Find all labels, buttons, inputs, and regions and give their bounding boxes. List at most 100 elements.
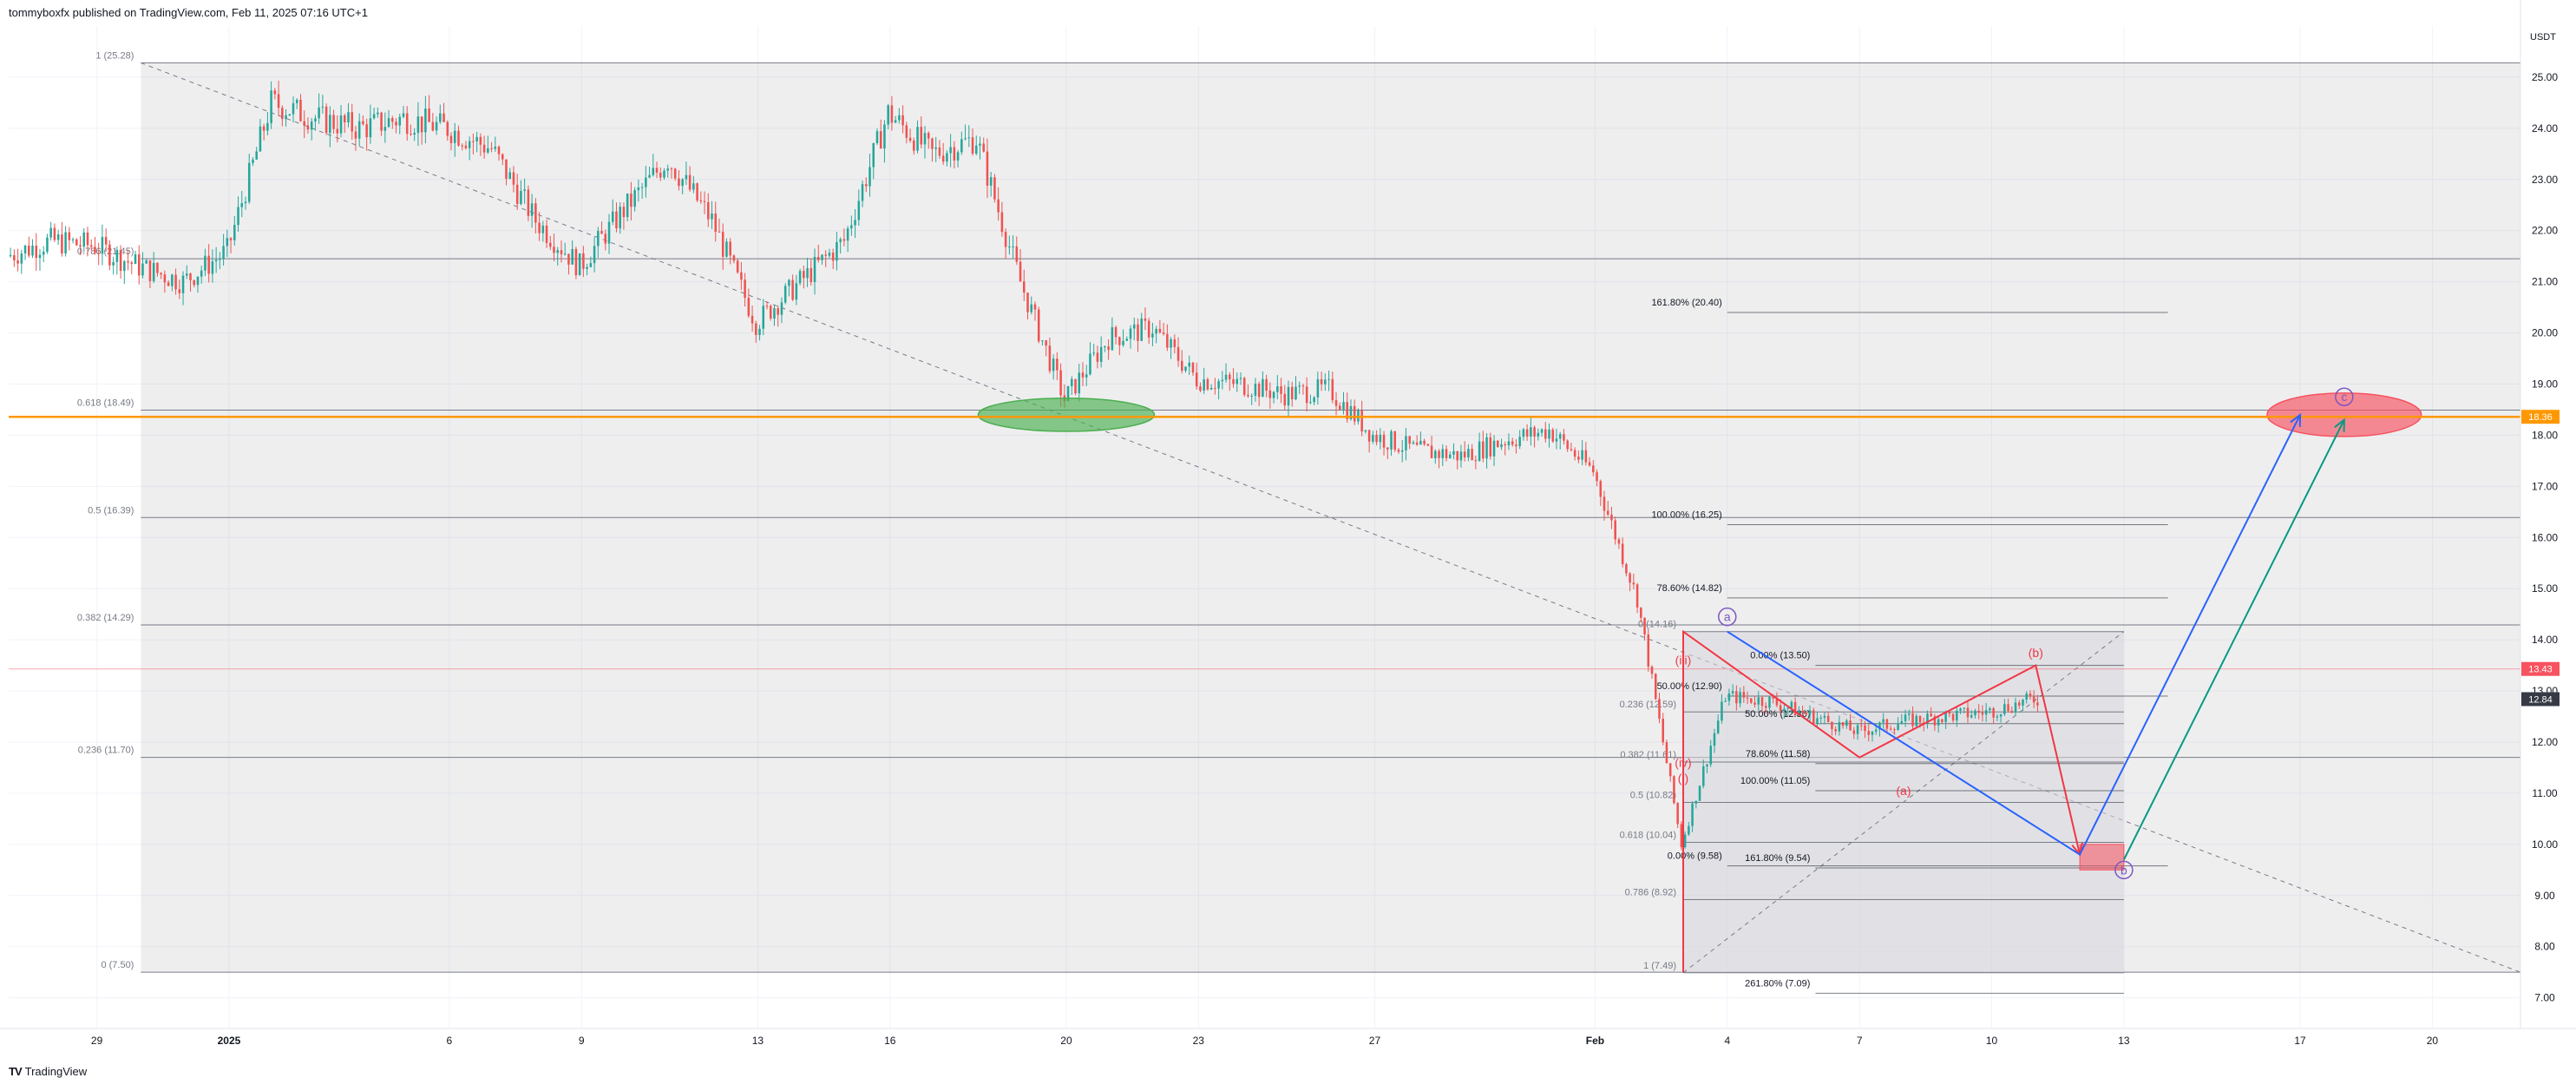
candle-body xyxy=(615,211,618,229)
candle-body xyxy=(530,203,534,216)
candle-body xyxy=(1324,379,1327,384)
candle-body xyxy=(1500,444,1503,448)
candle-body xyxy=(1342,402,1345,410)
candle-body xyxy=(1841,722,1845,726)
y-tick-label: 25.00 xyxy=(2532,71,2558,83)
candle-body xyxy=(292,102,295,115)
candle-body xyxy=(1346,402,1348,419)
candle-body xyxy=(527,189,530,216)
candle-body xyxy=(1716,720,1720,733)
candle-body xyxy=(1309,402,1312,404)
candle-body xyxy=(482,144,486,153)
candle-body xyxy=(1188,362,1191,367)
candle-body xyxy=(813,256,816,282)
candle-body xyxy=(1750,698,1753,703)
candle-body xyxy=(1492,440,1496,457)
candle-body xyxy=(949,147,952,154)
candle-body xyxy=(1217,381,1220,389)
candle-body xyxy=(1221,379,1224,382)
x-tick-label: 16 xyxy=(884,1035,896,1047)
fib-ext2-level-label: 50.00% (12.36) xyxy=(1745,709,1810,720)
candle-body xyxy=(1155,328,1157,334)
candle-body xyxy=(967,137,971,139)
candle-body xyxy=(1367,430,1371,442)
tradingview-logo-text: TradingView xyxy=(24,1065,88,1078)
candle-body xyxy=(1452,450,1455,455)
candle-body xyxy=(435,122,438,131)
candle-body xyxy=(1397,450,1400,452)
candle-body xyxy=(857,200,861,220)
wave-label: (iv) xyxy=(1675,756,1691,770)
candle-body xyxy=(167,282,170,286)
candle-body xyxy=(1078,372,1081,394)
candle-body xyxy=(442,113,445,122)
candle-body xyxy=(1276,385,1279,392)
candle-body xyxy=(1775,698,1779,706)
candle-body xyxy=(1229,374,1231,379)
candle-body xyxy=(1999,713,2002,717)
candle-body xyxy=(1533,427,1536,437)
candle-body xyxy=(729,241,731,256)
candle-body xyxy=(449,135,453,143)
fib-small-trendline xyxy=(1682,631,2125,974)
candle-body xyxy=(993,177,996,200)
candle-body xyxy=(1052,358,1055,371)
candle-body xyxy=(395,122,397,126)
candle-body xyxy=(1548,429,1550,439)
candle-body xyxy=(777,308,779,315)
candle-body xyxy=(630,193,633,207)
candle-body xyxy=(344,115,346,123)
candle-body xyxy=(1265,378,1268,391)
candle-body xyxy=(549,242,552,247)
x-tick-label: 17 xyxy=(2294,1035,2306,1047)
candle-body xyxy=(1287,386,1290,406)
candle-body xyxy=(1948,712,1951,714)
candle-body xyxy=(1147,320,1150,338)
candle-body xyxy=(2022,699,2024,706)
candle-body xyxy=(163,274,167,283)
tradingview-footer[interactable]: TV TradingView xyxy=(9,1065,87,1078)
candle-body xyxy=(244,201,247,204)
x-tick-label: 13 xyxy=(2118,1035,2130,1047)
candle-body xyxy=(1089,353,1091,375)
candle-body xyxy=(1614,520,1616,540)
candle-body xyxy=(1419,440,1422,445)
candle-body xyxy=(520,190,522,205)
candle-body xyxy=(420,116,423,133)
candle-body xyxy=(181,275,185,293)
candle-body xyxy=(336,128,339,134)
candle-body xyxy=(68,232,71,240)
candle-body xyxy=(1114,327,1118,338)
candle-body xyxy=(762,306,765,329)
tradingview-logo-icon: TV xyxy=(9,1065,23,1078)
candle-body xyxy=(887,105,889,125)
wave-arrowhead xyxy=(2334,417,2345,432)
candle-body xyxy=(1724,700,1727,702)
candle-body xyxy=(1059,370,1062,396)
candle-body xyxy=(273,90,277,95)
candle-body xyxy=(1280,385,1282,394)
candle-body xyxy=(410,134,412,135)
candle-body xyxy=(1426,444,1430,446)
candle-body xyxy=(607,221,611,244)
candle-body xyxy=(237,207,239,226)
candle-body xyxy=(387,118,390,128)
candle-body xyxy=(1530,427,1532,437)
candle-body xyxy=(711,214,713,220)
candle-body xyxy=(1375,434,1378,443)
candle-body xyxy=(1540,429,1544,433)
fib-large-level-label: 0.5 (16.39) xyxy=(88,505,134,516)
candle-body xyxy=(1525,429,1529,437)
candle-body xyxy=(1507,441,1511,446)
candle-body xyxy=(842,239,846,241)
candle-body xyxy=(986,151,989,186)
candle-body xyxy=(281,108,284,120)
candle-body xyxy=(831,253,835,261)
candle-body xyxy=(1268,390,1272,398)
candle-body xyxy=(905,125,908,138)
y-tick-label: 9.00 xyxy=(2534,890,2555,902)
candle-body xyxy=(13,254,16,261)
candle-body xyxy=(112,261,115,266)
candle-body xyxy=(1254,384,1257,396)
